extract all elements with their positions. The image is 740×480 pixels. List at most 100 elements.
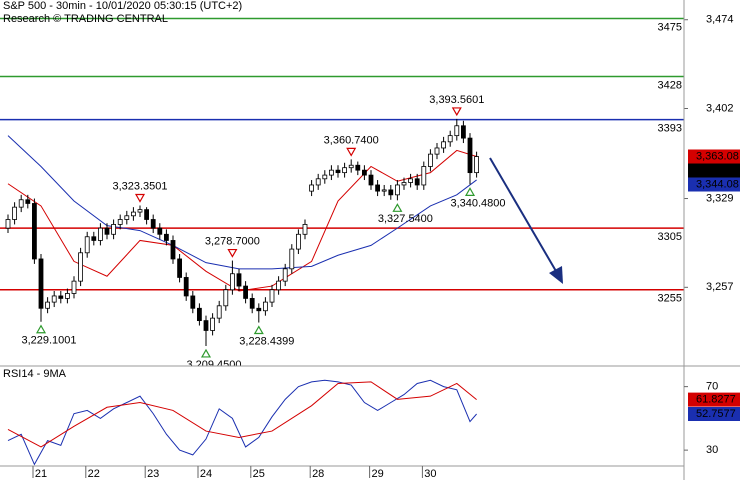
- price-tag: [688, 163, 740, 178]
- level-label: 3475: [658, 21, 682, 33]
- annotation-label: 3,393.5601: [429, 94, 484, 106]
- rsi-tag: [688, 407, 740, 422]
- rsi-panel: 70 30 61.8277 52.7577 21 22 23 24 25 28 29 30: [7, 379, 740, 480]
- candle-body: [78, 252, 83, 282]
- annotation-label: 3,327.5400: [378, 213, 433, 225]
- forecast-arrow: [489, 157, 561, 279]
- candle-body: [51, 295, 57, 303]
- candle-body: [302, 224, 308, 235]
- x-tick-label: 23: [147, 468, 159, 480]
- candle-body: [163, 233, 169, 241]
- price-panel: 3475 3428 3393 3305 3255 3,474 3,402 3,329 3,257…: [0, 14, 734, 371]
- price-tag: [688, 177, 740, 192]
- candle-body: [276, 280, 282, 291]
- candle-body: [421, 166, 427, 186]
- x-tick-label: 24: [200, 468, 212, 480]
- price-tag: [688, 149, 740, 164]
- candle-body: [91, 236, 97, 241]
- candle-body: [32, 203, 37, 260]
- candle-body: [71, 280, 77, 294]
- level-label: 3428: [658, 79, 682, 91]
- y-tick-label: 3,257: [706, 281, 734, 293]
- y-tick-label: 3,402: [706, 102, 734, 114]
- candle-body: [183, 277, 189, 297]
- candle-body: [190, 295, 196, 309]
- candle-body: [111, 224, 116, 235]
- y-tick-label: 3,329: [706, 192, 734, 204]
- price-tag-label: 3,363: [696, 164, 724, 176]
- forecast-arrow-head: [549, 266, 563, 284]
- candle-body: [177, 258, 183, 278]
- candle-body: [196, 307, 202, 322]
- candle-body: [25, 199, 31, 204]
- low-marker: [464, 187, 476, 196]
- candle-body: [203, 320, 209, 331]
- candle-body: [434, 147, 440, 155]
- candle-body: [98, 227, 103, 241]
- annotation-label: 3,323.3501: [112, 180, 167, 192]
- chart-title: S&P 500 - 30min - 10/01/2020 05:30:15 (U…: [3, 0, 242, 12]
- rsi-tag-label: 61.8277: [696, 394, 736, 406]
- candle-body: [137, 209, 143, 213]
- candle-body: [5, 219, 11, 229]
- candle-body: [18, 199, 24, 208]
- x-tick-label: 28: [312, 468, 324, 480]
- candle-body: [361, 169, 367, 176]
- level-label: 3255: [658, 293, 682, 305]
- candle-body: [401, 182, 407, 186]
- candle-body: [375, 184, 381, 192]
- price-tag-label: 3,344.08: [696, 178, 739, 190]
- high-marker: [227, 248, 238, 258]
- x-tick-label: 22: [88, 468, 100, 480]
- candle-body: [84, 236, 90, 254]
- candle-body: [454, 125, 460, 137]
- candle-body: [355, 164, 361, 171]
- candle-body: [104, 227, 110, 235]
- candle-body: [381, 189, 387, 192]
- rsi-line: [7, 381, 477, 448]
- rsi-tick-label: 30: [706, 444, 718, 456]
- candle-body: [315, 178, 321, 186]
- candle-body: [289, 248, 295, 270]
- high-marker: [451, 107, 462, 117]
- candle-body: [256, 307, 262, 312]
- candle-body: [467, 137, 473, 174]
- candle-body: [124, 215, 130, 220]
- annotation-label: 3,228.4399: [239, 335, 294, 347]
- candle-body: [170, 240, 176, 260]
- rsi-tag-label: 52.7577: [696, 408, 736, 420]
- candle-body: [236, 273, 242, 287]
- candle-body: [65, 293, 70, 299]
- candle-body: [12, 206, 18, 220]
- annotation-label: 3,229.1001: [21, 335, 76, 347]
- low-marker: [35, 324, 47, 334]
- candle-body: [45, 301, 50, 309]
- candle-body: [348, 164, 354, 169]
- high-marker: [134, 193, 146, 203]
- low-marker: [200, 348, 212, 358]
- annotation-label: 3,278.7000: [205, 235, 260, 247]
- candle-body: [223, 289, 229, 307]
- candle-body: [282, 268, 288, 282]
- x-tick-label: 29: [371, 468, 383, 480]
- candle-body: [229, 273, 235, 291]
- level-label: 3305: [658, 231, 682, 243]
- candle-body: [216, 305, 222, 319]
- chart-subtitle: Research © TRADING CENTRAL: [3, 13, 168, 25]
- candle-body: [295, 233, 301, 250]
- rsi-title: RSI14 - 9MA: [3, 368, 67, 380]
- candle-body: [130, 211, 136, 217]
- candle-body: [309, 184, 315, 192]
- candle-body: [58, 295, 64, 299]
- candle-body: [269, 289, 275, 303]
- candle-body: [408, 178, 414, 183]
- candle-body: [368, 174, 374, 186]
- candle-body: [427, 153, 433, 167]
- candle-body: [322, 174, 328, 180]
- candle-body: [38, 258, 44, 309]
- high-marker: [346, 147, 357, 157]
- rsi-tag: [688, 392, 740, 407]
- candle-body: [335, 169, 341, 174]
- candle-body: [474, 156, 480, 174]
